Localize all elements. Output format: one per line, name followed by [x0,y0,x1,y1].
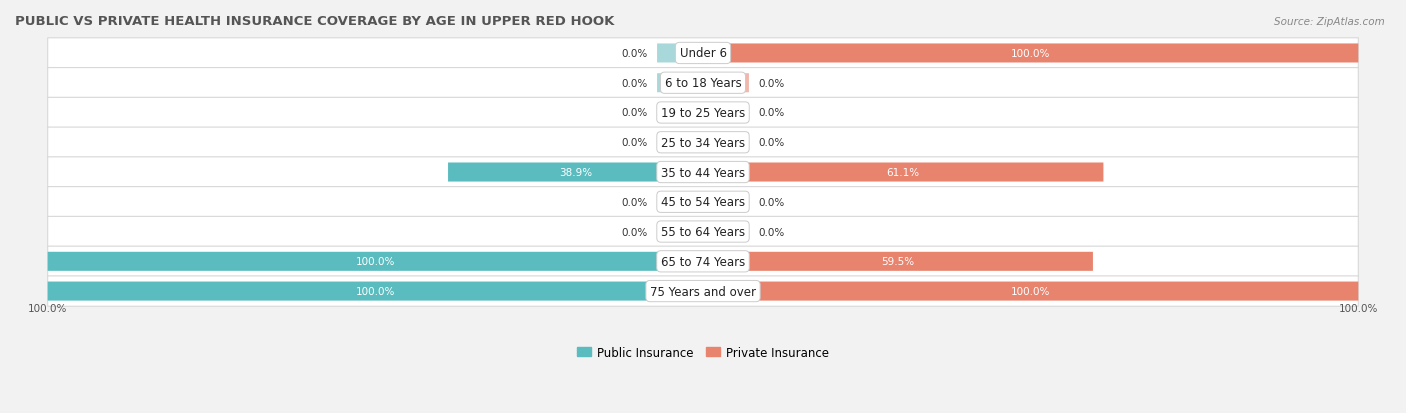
Text: 0.0%: 0.0% [759,197,785,207]
Text: 61.1%: 61.1% [887,168,920,178]
Text: Source: ZipAtlas.com: Source: ZipAtlas.com [1274,17,1385,26]
Text: 59.5%: 59.5% [882,257,914,267]
FancyBboxPatch shape [703,104,749,123]
Text: 35 to 44 Years: 35 to 44 Years [661,166,745,179]
FancyBboxPatch shape [657,104,703,123]
FancyBboxPatch shape [48,128,1358,158]
FancyBboxPatch shape [48,157,1358,188]
Text: 65 to 74 Years: 65 to 74 Years [661,255,745,268]
Text: 19 to 25 Years: 19 to 25 Years [661,107,745,120]
FancyBboxPatch shape [703,252,1092,271]
FancyBboxPatch shape [703,223,749,242]
FancyBboxPatch shape [657,193,703,212]
Text: Under 6: Under 6 [679,47,727,60]
Text: 0.0%: 0.0% [759,138,785,148]
FancyBboxPatch shape [703,133,749,152]
Text: 6 to 18 Years: 6 to 18 Years [665,77,741,90]
Text: 75 Years and over: 75 Years and over [650,285,756,298]
FancyBboxPatch shape [48,282,703,301]
FancyBboxPatch shape [657,223,703,242]
FancyBboxPatch shape [657,74,703,93]
Text: 100.0%: 100.0% [356,257,395,267]
Text: 100.0%: 100.0% [1011,49,1050,59]
FancyBboxPatch shape [703,282,1358,301]
FancyBboxPatch shape [657,44,703,63]
FancyBboxPatch shape [48,98,1358,128]
Text: 45 to 54 Years: 45 to 54 Years [661,196,745,209]
Text: 0.0%: 0.0% [759,227,785,237]
Text: 100.0%: 100.0% [356,286,395,297]
Text: 38.9%: 38.9% [560,168,592,178]
Legend: Public Insurance, Private Insurance: Public Insurance, Private Insurance [572,341,834,363]
Text: 0.0%: 0.0% [621,78,647,88]
FancyBboxPatch shape [48,187,1358,217]
FancyBboxPatch shape [703,74,749,93]
Text: 0.0%: 0.0% [621,227,647,237]
Text: 55 to 64 Years: 55 to 64 Years [661,225,745,238]
Text: 0.0%: 0.0% [621,49,647,59]
FancyBboxPatch shape [48,217,1358,247]
FancyBboxPatch shape [48,276,1358,306]
FancyBboxPatch shape [703,163,1104,182]
FancyBboxPatch shape [703,44,1358,63]
FancyBboxPatch shape [48,69,1358,99]
FancyBboxPatch shape [657,133,703,152]
FancyBboxPatch shape [48,247,1358,277]
Text: 0.0%: 0.0% [621,108,647,118]
Text: 0.0%: 0.0% [759,78,785,88]
Text: PUBLIC VS PRIVATE HEALTH INSURANCE COVERAGE BY AGE IN UPPER RED HOOK: PUBLIC VS PRIVATE HEALTH INSURANCE COVER… [15,15,614,28]
FancyBboxPatch shape [449,163,703,182]
Text: 0.0%: 0.0% [759,108,785,118]
Text: 100.0%: 100.0% [1011,286,1050,297]
Text: 100.0%: 100.0% [1339,304,1378,313]
FancyBboxPatch shape [48,252,703,271]
FancyBboxPatch shape [48,39,1358,69]
FancyBboxPatch shape [703,193,749,212]
Text: 0.0%: 0.0% [621,197,647,207]
Text: 0.0%: 0.0% [621,138,647,148]
Text: 100.0%: 100.0% [28,304,67,313]
Text: 25 to 34 Years: 25 to 34 Years [661,136,745,150]
